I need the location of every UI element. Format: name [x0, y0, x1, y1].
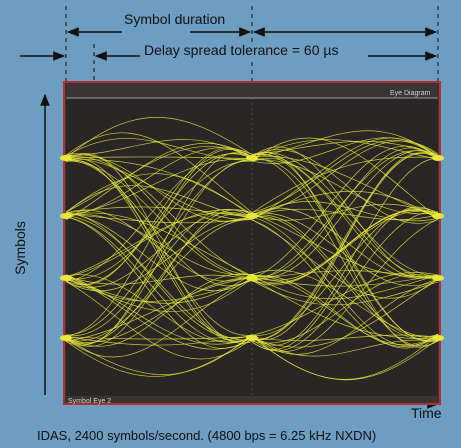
eye-trace: [65, 276, 253, 302]
eye-trace: [251, 274, 439, 346]
eye-trace: [251, 146, 439, 279]
eye-trace: [251, 335, 439, 381]
eye-trace: [251, 210, 439, 286]
eye-trace: [65, 274, 253, 345]
eye-trace: [65, 153, 253, 282]
eye-trace: [251, 278, 439, 355]
eye-trace: [65, 142, 253, 221]
eye-trace: [65, 336, 253, 340]
symbol-cluster: [432, 275, 444, 281]
symbol-cluster: [246, 213, 258, 219]
symbol-cluster: [60, 213, 72, 219]
symbol-cluster: [60, 155, 72, 161]
eye-trace: [251, 212, 439, 277]
eye-trace: [65, 156, 253, 278]
eye-trace: [65, 173, 253, 217]
symbol-cluster: [432, 335, 444, 341]
eye-trace: [251, 216, 439, 347]
eye-trace: [65, 152, 253, 275]
eye-trace: [251, 207, 439, 336]
symbol-cluster: [432, 213, 444, 219]
eye-trace: [65, 217, 253, 292]
symbol-cluster: [60, 335, 72, 341]
symbol-cluster: [246, 275, 258, 281]
eye-trace: [251, 219, 439, 299]
figure-caption: IDAS, 2400 symbols/second. (4800 bps = 6…: [37, 428, 377, 443]
eye-trace: [251, 156, 439, 214]
symbol-cluster: [432, 155, 444, 161]
eye-trace: [65, 160, 253, 280]
eye-trace: [251, 139, 439, 213]
eye-trace: [65, 212, 253, 292]
eye-trace: [251, 210, 439, 284]
eye-trace: [251, 190, 439, 220]
eye-trace: [251, 147, 439, 277]
eye-trace: [251, 212, 439, 287]
eye-trace: [65, 213, 253, 224]
scope-footer: Symbol Eye 2: [68, 398, 112, 405]
eye-trace: [251, 269, 439, 340]
eye-trace: [251, 272, 439, 336]
eye-trace: [65, 274, 253, 350]
eye-trace: [251, 153, 439, 341]
eye-trace: [65, 185, 253, 219]
eye-trace: [65, 277, 253, 342]
eye-trace: [65, 274, 253, 343]
scope-title: Eye Diagram: [390, 90, 431, 97]
symbol-cluster: [60, 275, 72, 281]
eye-trace: [251, 275, 439, 347]
eye-trace: [251, 137, 439, 219]
eye-trace: [65, 209, 253, 336]
eye-trace: [65, 273, 253, 347]
eye-trace: [65, 159, 253, 287]
eye-trace: [65, 214, 253, 276]
eye-trace: [251, 206, 439, 350]
eye-trace: [251, 145, 439, 279]
eye-trace: [65, 159, 253, 336]
eye-traces: [60, 117, 444, 381]
eye-trace: [65, 334, 253, 375]
eye-trace: [251, 216, 439, 339]
scope-screen: [66, 98, 438, 396]
delay-spread-label: Delay spread tolerance = 60 µs: [142, 42, 341, 58]
eye-trace: [251, 150, 439, 278]
eye-trace: [65, 212, 253, 278]
symbol-cluster: [246, 335, 258, 341]
eye-trace: [251, 274, 439, 287]
symbol-duration-label: Symbol duration: [122, 11, 228, 27]
eye-trace: [251, 274, 439, 344]
eye-trace: [65, 212, 253, 277]
eye-trace: [65, 277, 253, 343]
eye-trace: [65, 132, 253, 213]
eye-trace: [251, 334, 439, 357]
eye-trace: [251, 334, 439, 342]
eye-trace: [251, 152, 439, 277]
eye-trace: [251, 208, 439, 221]
eye-trace: [65, 335, 253, 346]
eye-trace: [65, 219, 253, 342]
x-axis-label: Time: [411, 405, 442, 421]
symbol-cluster: [246, 155, 258, 161]
eye-trace: [251, 152, 439, 340]
eye-trace: [251, 149, 439, 224]
eye-trace: [251, 159, 439, 215]
eye-trace: [251, 277, 439, 340]
eye-trace: [65, 273, 253, 304]
eye-trace: [65, 147, 253, 286]
eye-trace: [251, 157, 439, 346]
eye-trace: [65, 149, 253, 337]
eye-trace: [251, 274, 439, 300]
y-axis-label: Symbols: [12, 221, 28, 275]
eye-trace: [251, 154, 439, 278]
eye-trace: [251, 219, 439, 349]
eye-trace: [65, 274, 253, 285]
eye-trace: [65, 157, 253, 221]
eye-trace: [65, 212, 253, 339]
eye-trace: [251, 137, 439, 219]
